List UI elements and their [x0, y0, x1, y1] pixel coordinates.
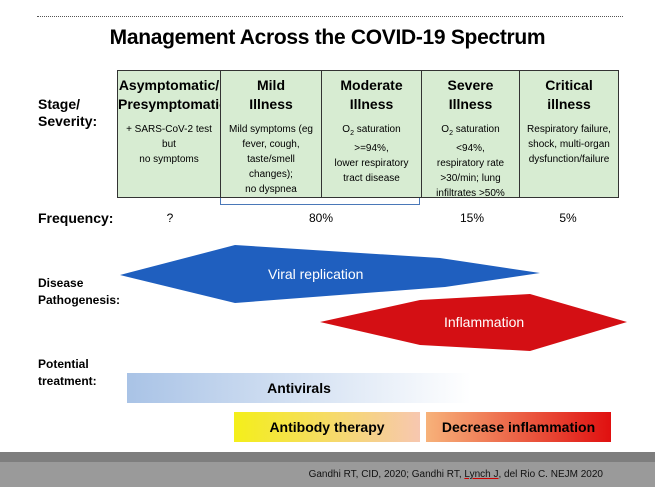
stage-asymptomatic: Asymptomatic/ Presymptomatic + SARS-CoV-…: [117, 70, 227, 198]
stage-description: + SARS-CoV-2 test but no symptoms: [126, 124, 212, 165]
mild-moderate-bracket: [220, 198, 420, 205]
stage-description: Mild symptoms (eg fever, cough, taste/sm…: [229, 124, 313, 195]
decrease-inflammation-label: Decrease inflammation: [441, 419, 596, 435]
inflammation-arrow: [320, 294, 627, 351]
treatment-label: Potential treatment:: [38, 357, 97, 388]
antivirals-bar: Antivirals: [127, 373, 471, 403]
stage-critical: Critical illness Respiratory failure, sh…: [519, 70, 619, 198]
footer-strip: [0, 452, 655, 462]
pathogenesis-label: Disease Pathogenesis:: [38, 276, 121, 307]
desc-prefix: O: [342, 124, 351, 135]
stage-label: Stage/ Severity:: [38, 96, 98, 129]
citation-underlined: Lynch J: [464, 469, 499, 480]
citation: Gandhi RT, CID, 2020; Gandhi RT, Lynch J…: [309, 469, 603, 480]
frequency-mild-moderate: 80%: [308, 211, 334, 225]
page-title: Management Across the COVID-19 Spectrum: [109, 26, 546, 49]
viral-replication-label: Viral replication: [268, 266, 364, 282]
stage-name: Mild Illness: [249, 77, 293, 112]
antibody-therapy-label: Antibody therapy: [269, 419, 385, 435]
stage-mild: Mild Illness Mild symptoms (eg fever, co…: [220, 70, 322, 198]
desc-prefix: O: [441, 124, 450, 135]
frequency-critical: 5%: [559, 211, 577, 225]
stage-name: Asymptomatic/ Presymptomatic: [118, 77, 227, 112]
footer-bar: Gandhi RT, CID, 2020; Gandhi RT, Lynch J…: [0, 452, 655, 487]
frequency-asymptomatic: ?: [166, 211, 174, 225]
inflammation-label: Inflammation: [444, 314, 525, 330]
viral-replication-arrow: [120, 245, 540, 303]
desc-rest: saturation >=94%, lower respiratory trac…: [334, 124, 409, 184]
stage-description: Respiratory failure, shock, multi-organ …: [527, 124, 611, 165]
citation-part1: Gandhi RT, CID, 2020; Gandhi RT,: [308, 469, 465, 480]
citation-part2: , del Rio C. NEJM 2020: [498, 469, 604, 480]
desc-subscript: 2: [350, 130, 354, 137]
stage-name: Severe Illness: [447, 77, 494, 112]
desc-rest: saturation <94%, respiratory rate >30/mi…: [436, 124, 505, 199]
stage-severe: Severe Illness O2 saturation <94%, respi…: [421, 70, 520, 201]
stage-name: Moderate Illness: [340, 77, 403, 112]
stage-moderate: Moderate Illness O2 saturation >=94%, lo…: [321, 70, 422, 198]
stage-description: O2 saturation >=94%, lower respiratory t…: [322, 122, 421, 186]
decrease-inflammation-bar: Decrease inflammation: [426, 412, 611, 442]
antivirals-label: Antivirals: [267, 380, 331, 396]
desc-subscript: 2: [449, 130, 453, 137]
top-divider: [37, 16, 623, 17]
stage-description: O2 saturation <94%, respiratory rate >30…: [422, 122, 519, 201]
frequency-severe: 15%: [459, 211, 485, 225]
stage-name: Critical illness: [545, 77, 593, 112]
frequency-label: Frequency:: [38, 210, 114, 226]
antibody-therapy-bar: Antibody therapy: [234, 412, 420, 442]
